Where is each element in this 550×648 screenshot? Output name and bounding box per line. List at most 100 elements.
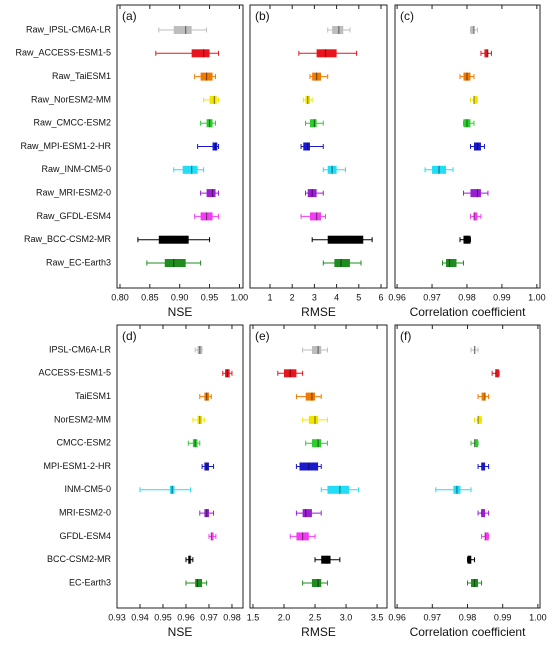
panel-label: (d) (122, 329, 137, 343)
box (481, 509, 486, 518)
box (204, 509, 209, 518)
box (432, 165, 447, 174)
box (182, 165, 198, 174)
box (305, 95, 310, 104)
box (191, 49, 210, 58)
box (334, 259, 350, 267)
category-label: Raw_MRI-ESM2-0 (36, 187, 111, 197)
x-tick-label: 0.95 (154, 612, 172, 622)
category-label: ACCESS-ESM1-5 (38, 368, 111, 378)
x-tick-label: 1.00 (528, 292, 546, 302)
category-label: Raw_BCC-CSM2-MR (24, 234, 112, 244)
category-label: Raw_EC-Earth3 (46, 257, 111, 267)
box (321, 555, 331, 564)
category-label: EC-Earth3 (69, 577, 111, 587)
panel-label: (e) (255, 329, 270, 343)
box (485, 532, 489, 541)
box (473, 212, 478, 221)
box (308, 415, 319, 424)
box (312, 72, 322, 81)
box (473, 142, 481, 151)
category-label: Raw_CMCC-ESM2 (33, 118, 111, 128)
box (311, 346, 322, 354)
box (481, 462, 486, 471)
box (302, 509, 312, 518)
box (446, 259, 457, 267)
x-tick-label: 3.0 (340, 612, 353, 622)
category-label: MRI-ESM2-0 (59, 507, 111, 517)
box (495, 369, 500, 378)
box (299, 462, 319, 471)
x-tick-label: 0.97 (424, 612, 442, 622)
category-label: INM-CM5-0 (65, 484, 112, 494)
box (169, 485, 175, 494)
panel-frame (394, 4, 541, 289)
x-tick-label: 1.00 (231, 292, 249, 302)
panel-frame (116, 324, 244, 609)
box (197, 415, 203, 424)
x-tick-label: 0.99 (493, 292, 511, 302)
box (327, 235, 364, 244)
panel-label: (a) (122, 9, 137, 23)
box (307, 189, 317, 198)
x-tick-label: 0.95 (201, 292, 219, 302)
x-axis-label: NSE (168, 305, 193, 319)
box (173, 26, 192, 34)
x-tick-label: 1.00 (529, 612, 547, 622)
box (474, 439, 479, 448)
box (284, 369, 297, 378)
box (473, 95, 478, 104)
x-axis-label: RMSE (301, 625, 336, 639)
x-tick-label: 2.0 (278, 612, 291, 622)
box (453, 485, 461, 494)
x-tick-label: 0.96 (388, 292, 406, 302)
x-axis-label: NSE (168, 625, 193, 639)
x-tick-label: 1.5 (247, 612, 260, 622)
x-axis-label: RMSE (301, 305, 336, 319)
panel-label: (c) (400, 9, 414, 23)
box (327, 485, 350, 494)
category-label: MPI-ESM1-2-HR (43, 461, 111, 471)
box (470, 26, 474, 34)
box (311, 439, 322, 448)
panel-frame (249, 4, 388, 289)
box (309, 212, 322, 221)
box (303, 142, 310, 151)
panel-frame (116, 4, 244, 289)
box (206, 119, 213, 128)
box (164, 259, 186, 267)
box (158, 235, 189, 244)
box (204, 462, 209, 471)
x-tick-label: 6 (378, 292, 383, 302)
box (471, 579, 479, 587)
x-tick-label: 0.98 (223, 612, 241, 622)
x-tick-label: 0.85 (141, 292, 159, 302)
box (188, 555, 191, 564)
panel-frame (249, 324, 388, 609)
box (204, 392, 209, 401)
box (327, 165, 337, 174)
x-tick-label: 0.97 (423, 292, 441, 302)
x-tick-label: 0.80 (111, 292, 129, 302)
panel-label: (b) (255, 9, 270, 23)
x-tick-label: 1 (267, 292, 272, 302)
x-tick-label: 2.5 (309, 612, 322, 622)
x-tick-label: 3.5 (371, 612, 384, 622)
x-tick-label: 5 (356, 292, 361, 302)
box (200, 212, 213, 221)
box (305, 392, 316, 401)
category-label: Raw_NorESM2-MM (31, 94, 111, 104)
box (206, 189, 216, 198)
box (463, 119, 471, 128)
box (200, 72, 213, 81)
x-axis-label: Correlation coefficient (410, 625, 527, 639)
x-tick-label: 0.96 (177, 612, 195, 622)
box (211, 532, 214, 541)
box (225, 369, 230, 378)
box (209, 95, 217, 104)
box (296, 532, 309, 541)
box (484, 49, 488, 58)
category-label: NorESM2-MM (54, 414, 111, 424)
x-tick-label: 3 (312, 292, 317, 302)
